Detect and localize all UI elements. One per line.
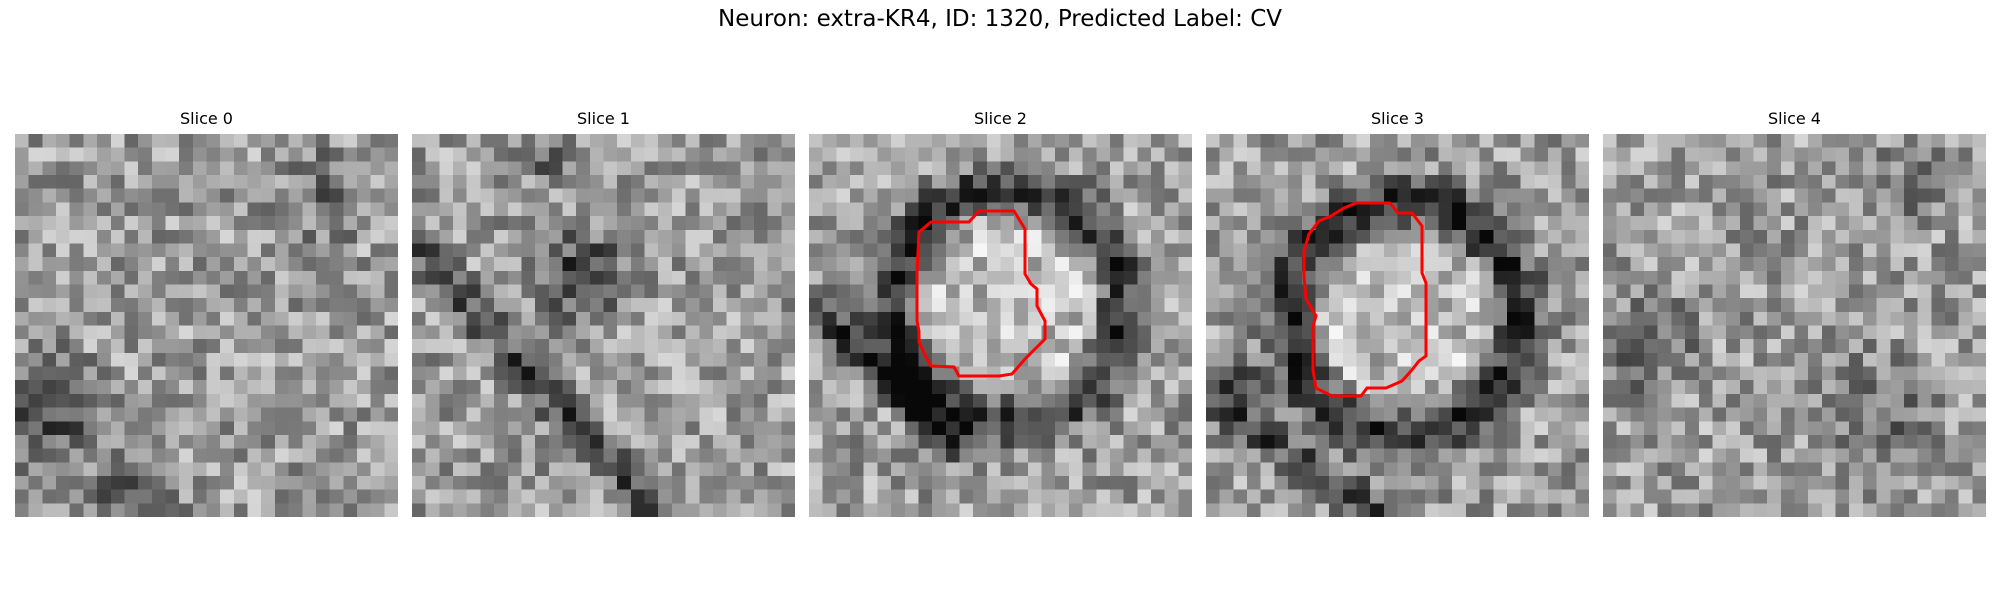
slice-panel-3: Slice 3	[1206, 108, 1589, 517]
slice-image	[1603, 134, 1986, 517]
slice-title: Slice 2	[974, 109, 1027, 128]
slice-image	[412, 134, 795, 517]
slice-panel-2: Slice 2	[809, 108, 1192, 517]
slice-title: Slice 0	[180, 109, 233, 128]
segmentation-contour	[1302, 201, 1428, 398]
slice-title: Slice 4	[1768, 109, 1821, 128]
slice-panel-4: Slice 4	[1603, 108, 1986, 517]
slice-panel-0: Slice 0	[15, 108, 398, 517]
slice-title: Slice 3	[1371, 109, 1424, 128]
slice-image	[1206, 134, 1589, 517]
segmentation-contour	[915, 209, 1047, 378]
slice-panel-1: Slice 1	[412, 108, 795, 517]
slice-title: Slice 1	[577, 109, 630, 128]
figure-title: Neuron: extra-KR4, ID: 1320, Predicted L…	[717, 6, 1283, 32]
slice-image	[809, 134, 1192, 517]
slice-image	[15, 134, 398, 517]
